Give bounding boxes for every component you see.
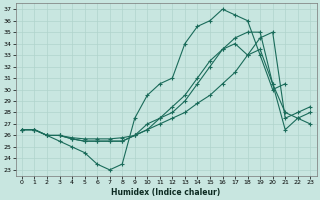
X-axis label: Humidex (Indice chaleur): Humidex (Indice chaleur) [111, 188, 221, 197]
